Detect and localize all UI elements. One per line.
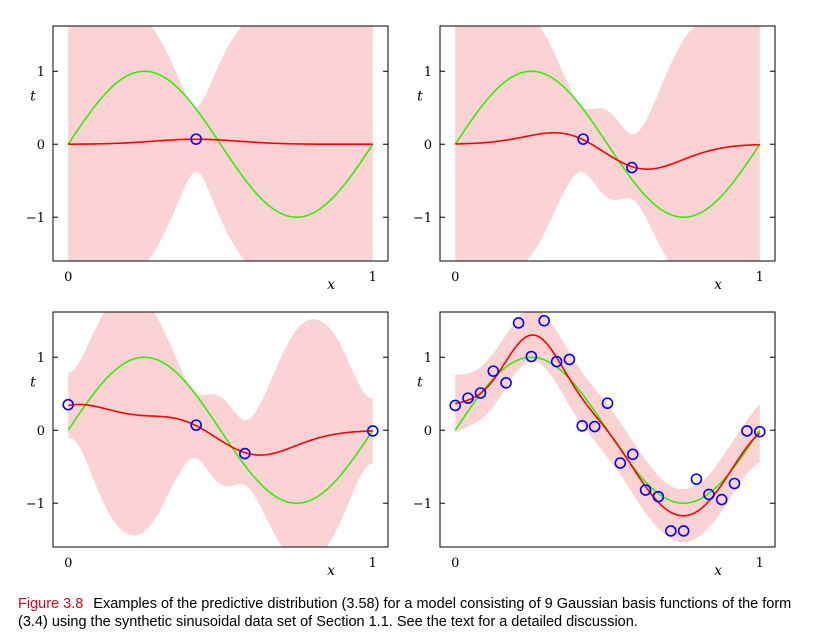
x-tick-label: 1 <box>756 556 764 571</box>
data-point <box>550 355 563 368</box>
plot-frame <box>439 25 776 262</box>
y-axis-label: t <box>30 374 36 390</box>
panel-1: −1 0 1 0 1 x t <box>26 25 389 293</box>
data-point <box>639 484 652 496</box>
true-sinusoid-curve <box>454 70 761 219</box>
predictive-mean-curve <box>68 138 373 146</box>
data-point <box>525 350 538 363</box>
data-point <box>62 398 75 411</box>
y-axis-label: t <box>417 88 423 104</box>
data-point <box>626 161 638 174</box>
predictive-uncertainty-band <box>68 312 373 547</box>
x-axis-label: x <box>714 563 722 579</box>
caption-text: Examples of the predictive distribution … <box>18 596 792 630</box>
plot-area <box>454 26 761 261</box>
plot-area <box>67 312 374 547</box>
data-point <box>728 477 741 490</box>
plot-area <box>454 312 761 543</box>
y-tick-label: −1 <box>26 497 45 512</box>
plot-frame <box>52 25 389 262</box>
data-point <box>449 399 462 412</box>
panel-3: −1 0 1 0 1 x t <box>26 311 389 579</box>
data-point <box>190 419 202 431</box>
data-point <box>538 314 550 327</box>
data-point <box>715 493 728 506</box>
plot-area <box>67 26 374 261</box>
data-point <box>512 317 525 329</box>
data-point <box>487 365 500 377</box>
data-point <box>190 133 202 145</box>
x-tick-label: 1 <box>369 270 377 285</box>
predictive-uncertainty-band <box>455 312 760 543</box>
predictive-mean-curve <box>68 403 373 456</box>
x-axis-label: x <box>714 277 722 293</box>
data-point <box>614 457 627 469</box>
data-point <box>366 425 379 437</box>
y-tick-label: 0 <box>37 424 45 439</box>
data-point <box>703 488 715 501</box>
data-point <box>741 425 753 437</box>
data-point <box>652 490 665 503</box>
predictive-mean-curve <box>455 131 760 170</box>
x-tick-label: 0 <box>64 270 72 285</box>
figure-caption: Figure 3.8 Examples of the predictive dis… <box>18 595 808 631</box>
data-point <box>601 397 614 410</box>
plot-frame <box>439 311 776 548</box>
panel-2: −1 0 1 0 1 x t <box>413 25 776 293</box>
x-tick-label: 0 <box>64 556 72 571</box>
y-tick-label: −1 <box>413 211 432 226</box>
y-tick-label: 1 <box>37 351 45 366</box>
x-tick-label: 1 <box>369 556 377 571</box>
true-sinusoid-curve <box>67 356 374 505</box>
data-point <box>677 525 690 537</box>
y-tick-label: 0 <box>424 424 432 439</box>
x-axis-label: x <box>327 563 335 579</box>
data-point <box>690 473 703 485</box>
figure-panels: −1 0 1 0 1 x t −1 0 1 0 1 x t −1 0 1 0 1 x t −1 0 1 0 1 x t <box>26 25 776 579</box>
data-point <box>626 448 639 461</box>
y-tick-label: −1 <box>26 211 45 226</box>
data-point <box>577 133 589 145</box>
x-tick-label: 0 <box>451 556 459 571</box>
data-point <box>500 376 512 389</box>
y-axis-label: t <box>30 88 36 104</box>
true-sinusoid-curve <box>67 70 374 219</box>
data-point <box>753 425 766 438</box>
y-tick-label: 1 <box>424 351 432 366</box>
data-point <box>462 392 474 404</box>
data-point <box>665 525 677 537</box>
data-point <box>474 387 487 399</box>
y-tick-label: 0 <box>424 138 432 153</box>
x-tick-label: 1 <box>756 270 764 285</box>
y-axis-label: t <box>417 374 423 390</box>
predictive-mean-curve <box>455 334 761 517</box>
x-tick-label: 0 <box>451 270 459 285</box>
x-axis-label: x <box>327 277 335 293</box>
data-point <box>576 420 589 432</box>
y-tick-label: 1 <box>37 65 45 80</box>
y-tick-label: −1 <box>413 497 432 512</box>
data-point <box>239 447 251 460</box>
panel-4: −1 0 1 0 1 x t <box>413 311 776 579</box>
y-tick-label: 0 <box>37 138 45 153</box>
plot-frame <box>52 311 389 548</box>
data-point <box>588 420 601 433</box>
y-tick-label: 1 <box>424 65 432 80</box>
figure-label: Figure 3.8 <box>18 596 84 612</box>
data-point <box>563 353 576 366</box>
